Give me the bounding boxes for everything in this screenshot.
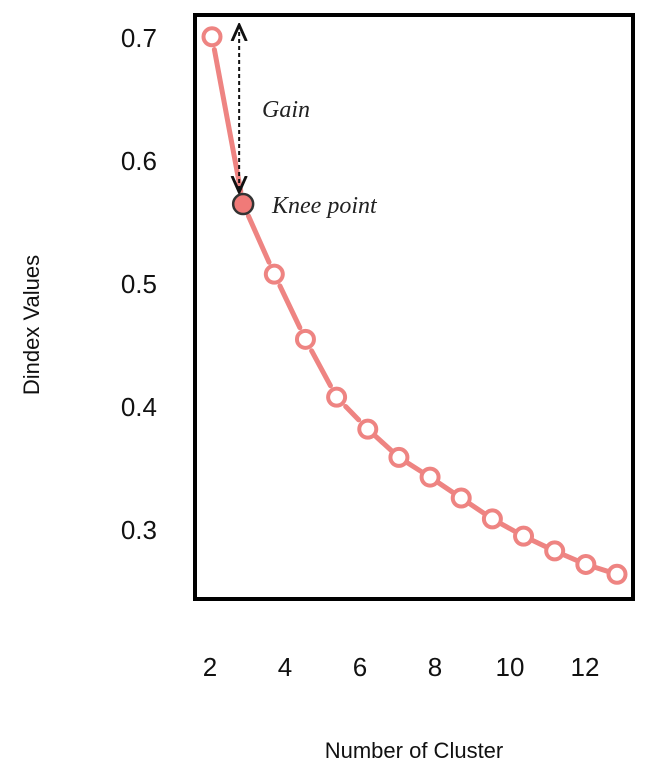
data-point xyxy=(450,487,472,509)
plot-frame xyxy=(193,13,635,601)
y-tick-label: 0.3 xyxy=(121,515,157,545)
knee-point-annotation-label: Knee point xyxy=(271,193,378,219)
data-point xyxy=(544,540,566,562)
series-line-segment xyxy=(466,500,488,517)
series-line-segment xyxy=(277,283,303,331)
series-points-layer xyxy=(201,26,628,585)
data-point xyxy=(263,263,285,285)
series-line-segment xyxy=(371,432,395,454)
series-line-segment xyxy=(560,551,581,564)
series-line-segment xyxy=(497,520,519,535)
gain-annotation-label: Gain xyxy=(262,97,310,123)
x-axis-label: Number of Cluster xyxy=(325,738,504,763)
x-tick-labels: 2 4 6 8 10 12 xyxy=(203,652,600,682)
data-point xyxy=(326,386,348,408)
y-tick-label: 0.5 xyxy=(121,269,157,299)
series-line-segment xyxy=(529,537,550,550)
y-tick-label: 0.7 xyxy=(121,23,157,53)
data-point xyxy=(294,328,316,350)
x-tick-label: 2 xyxy=(203,652,217,682)
series-line-segment xyxy=(309,348,333,389)
y-axis-label: Dindex Values xyxy=(19,255,44,395)
y-tick-label: 0.6 xyxy=(121,146,157,176)
x-tick-label: 6 xyxy=(353,652,367,682)
series-line-segment xyxy=(404,459,425,475)
data-point xyxy=(513,525,535,547)
y-tick-labels: 0.3 0.4 0.5 0.6 0.7 xyxy=(121,23,157,545)
x-tick-label: 4 xyxy=(278,652,292,682)
series-line-segment xyxy=(245,213,272,265)
x-tick-label: 8 xyxy=(428,652,442,682)
series-line-segment xyxy=(435,479,457,496)
data-point xyxy=(201,26,223,48)
knee-point-marker xyxy=(231,192,255,216)
data-point xyxy=(606,563,628,585)
series-line-segment xyxy=(591,564,611,575)
x-tick-label: 10 xyxy=(496,652,525,682)
data-point xyxy=(419,466,441,488)
data-point xyxy=(388,446,410,468)
x-tick-label: 12 xyxy=(571,652,600,682)
data-point xyxy=(481,508,503,530)
data-point xyxy=(575,553,597,575)
series-line-segment xyxy=(343,403,362,423)
data-point xyxy=(357,418,379,440)
y-tick-label: 0.4 xyxy=(121,392,157,422)
